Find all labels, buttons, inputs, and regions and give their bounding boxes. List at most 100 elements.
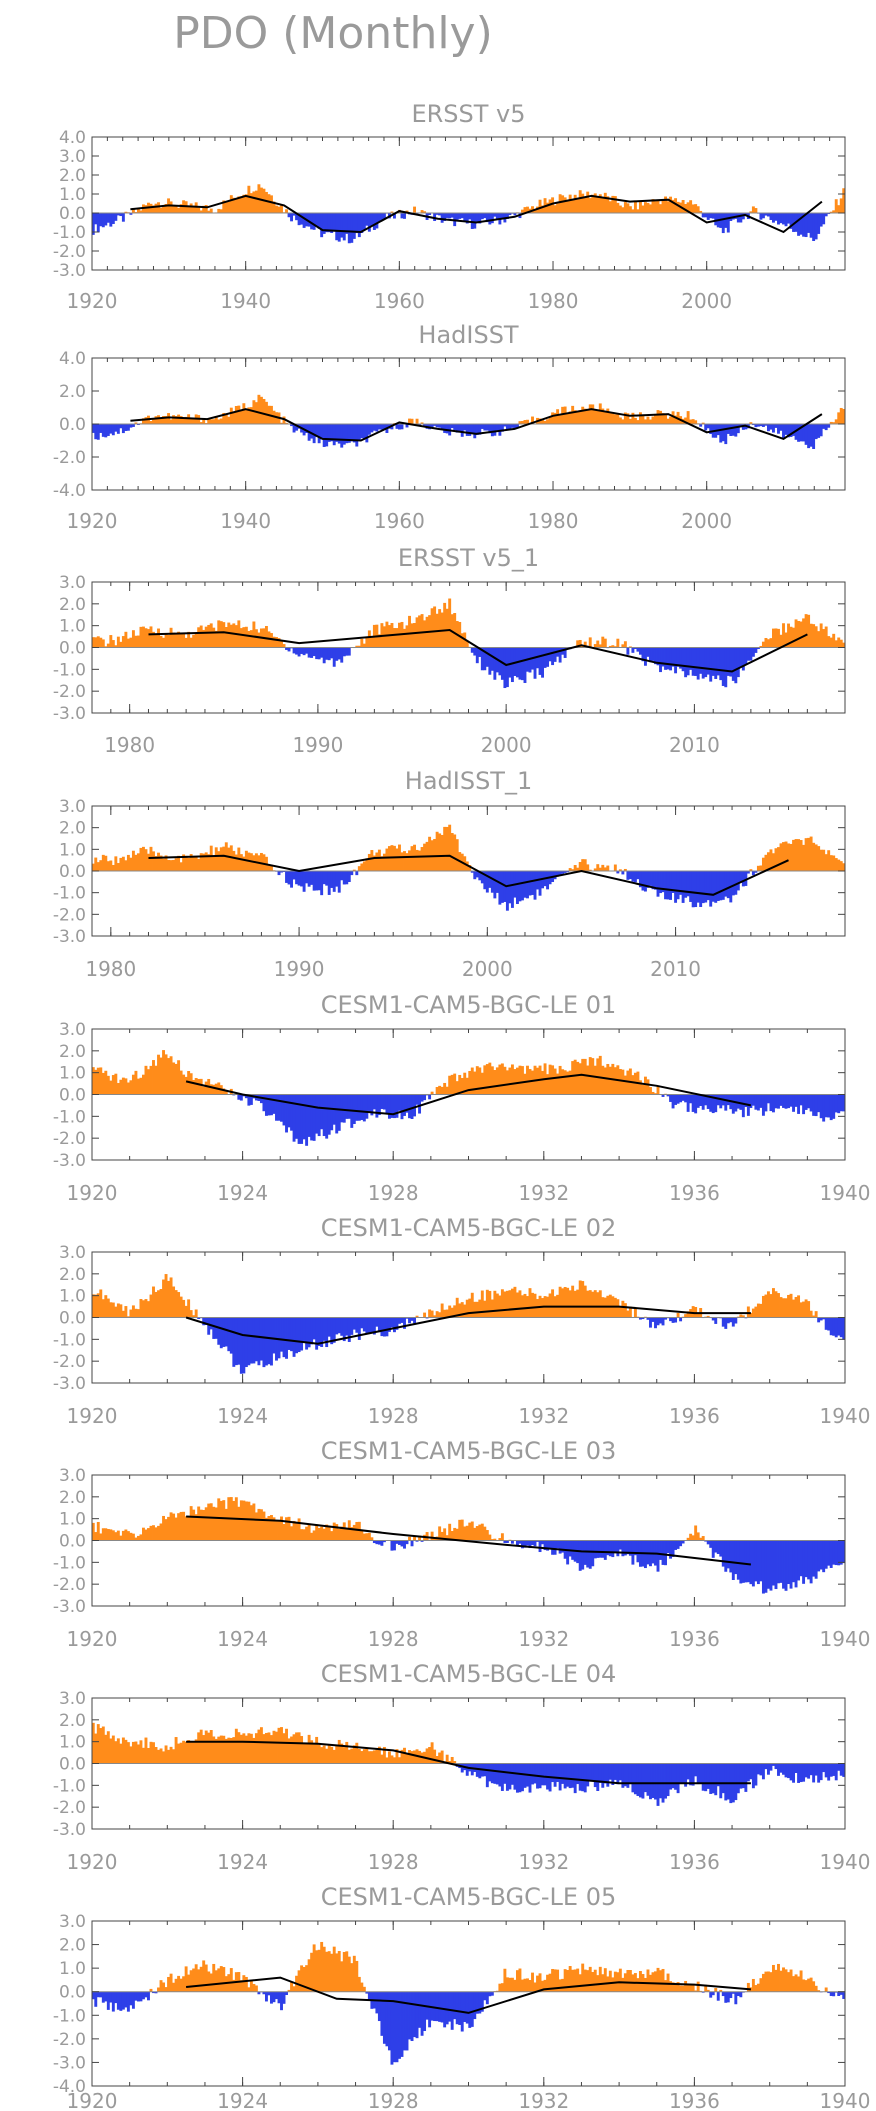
positive-bar bbox=[177, 1975, 181, 1992]
positive-bar bbox=[794, 839, 798, 871]
negative-bar bbox=[418, 1094, 422, 1114]
negative-bar bbox=[418, 1991, 422, 2028]
positive-bar bbox=[152, 205, 155, 213]
positive-bar bbox=[659, 204, 662, 213]
positive-bar bbox=[106, 1731, 110, 1764]
negative-bar bbox=[536, 1540, 539, 1542]
positive-bar bbox=[202, 853, 206, 871]
positive-bar bbox=[272, 201, 276, 213]
positive-bar bbox=[385, 1757, 389, 1764]
negative-bar bbox=[802, 1094, 806, 1115]
negative-bar bbox=[578, 1540, 582, 1571]
negative-bar bbox=[679, 871, 683, 895]
positive-bar bbox=[337, 1739, 341, 1764]
negative-bar bbox=[734, 1991, 738, 2005]
negative-bar bbox=[305, 1094, 309, 1146]
negative-bar bbox=[691, 647, 695, 676]
positive-bar bbox=[628, 418, 632, 424]
negative-bar bbox=[523, 1540, 527, 1548]
positive-bar bbox=[814, 1311, 818, 1318]
positive-bar bbox=[598, 194, 602, 213]
negative-bar bbox=[814, 213, 818, 240]
negative-bar bbox=[285, 871, 288, 883]
negative-bar bbox=[553, 1763, 557, 1787]
positive-bar bbox=[209, 419, 213, 424]
negative-bar bbox=[734, 424, 738, 437]
positive-bar bbox=[134, 1741, 138, 1764]
positive-bar bbox=[578, 1974, 582, 1992]
negative-bar bbox=[375, 1317, 379, 1327]
negative-bar bbox=[726, 871, 730, 899]
positive-bar bbox=[212, 1084, 216, 1095]
positive-bar bbox=[508, 1067, 512, 1095]
positive-bar bbox=[187, 858, 191, 871]
positive-bar bbox=[694, 1990, 698, 1992]
negative-bar bbox=[641, 1763, 645, 1799]
positive-bar bbox=[167, 1280, 171, 1318]
x-tick-label: 1924 bbox=[217, 1181, 268, 1205]
positive-bar bbox=[114, 645, 118, 648]
negative-bar bbox=[217, 1317, 221, 1345]
positive-bar bbox=[443, 1528, 447, 1541]
negative-bar bbox=[661, 647, 665, 667]
positive-bar bbox=[636, 420, 640, 424]
negative-bar bbox=[277, 871, 281, 876]
positive-bar bbox=[295, 1522, 299, 1541]
positive-bar bbox=[136, 1744, 140, 1764]
positive-bar bbox=[832, 422, 836, 424]
positive-bar bbox=[149, 1294, 153, 1318]
negative-bar bbox=[325, 871, 329, 886]
positive-bar bbox=[568, 1070, 572, 1095]
positive-bar bbox=[405, 1752, 409, 1764]
positive-bar bbox=[162, 1982, 165, 1992]
positive-bar bbox=[159, 855, 163, 871]
positive-bar bbox=[799, 1302, 803, 1318]
positive-bar bbox=[651, 416, 655, 424]
positive-bar bbox=[799, 1970, 803, 1992]
negative-bar bbox=[822, 213, 826, 225]
positive-bar bbox=[779, 634, 783, 648]
negative-bar bbox=[709, 424, 713, 435]
x-tick-label: 2000 bbox=[681, 289, 732, 313]
positive-bar bbox=[583, 1969, 587, 1992]
positive-bar bbox=[247, 1987, 251, 1992]
positive-bar bbox=[227, 416, 231, 424]
negative-bar bbox=[656, 871, 660, 897]
positive-bar bbox=[149, 1988, 153, 1992]
positive-bar bbox=[134, 1308, 138, 1318]
positive-bar bbox=[187, 1299, 191, 1318]
positive-bar bbox=[794, 619, 798, 648]
x-tick-label: 1936 bbox=[669, 2089, 720, 2111]
negative-bar bbox=[478, 1991, 482, 2014]
negative-bar bbox=[807, 1540, 811, 1580]
negative-bar bbox=[726, 213, 730, 233]
positive-bar bbox=[495, 1293, 499, 1318]
positive-bar bbox=[131, 850, 135, 871]
positive-bar bbox=[578, 862, 582, 871]
negative-bar bbox=[272, 1991, 276, 2003]
positive-bar bbox=[654, 1971, 657, 1992]
negative-bar bbox=[259, 1094, 263, 1104]
negative-bar bbox=[651, 647, 655, 661]
negative-bar bbox=[490, 871, 494, 893]
positive-bar bbox=[500, 1063, 504, 1095]
negative-bar bbox=[581, 1763, 585, 1792]
negative-bar bbox=[505, 647, 509, 688]
y-tick-label: -1.0 bbox=[53, 2006, 86, 2026]
positive-bar bbox=[207, 1732, 211, 1764]
negative-bar bbox=[523, 871, 527, 898]
positive-bar bbox=[162, 206, 165, 213]
positive-bar bbox=[669, 1981, 673, 1992]
negative-bar bbox=[644, 1763, 647, 1793]
positive-bar bbox=[96, 1724, 100, 1764]
negative-bar bbox=[310, 871, 314, 885]
positive-bar bbox=[204, 1081, 208, 1095]
negative-bar bbox=[360, 424, 364, 439]
positive-bar bbox=[142, 418, 145, 424]
negative-bar bbox=[774, 424, 778, 428]
panel-title: CESM1-CAM5-BGC-LE 04 bbox=[321, 1660, 617, 1688]
negative-bar bbox=[704, 647, 708, 678]
negative-bar bbox=[812, 213, 816, 241]
y-tick-label: -3.0 bbox=[53, 1374, 86, 1394]
